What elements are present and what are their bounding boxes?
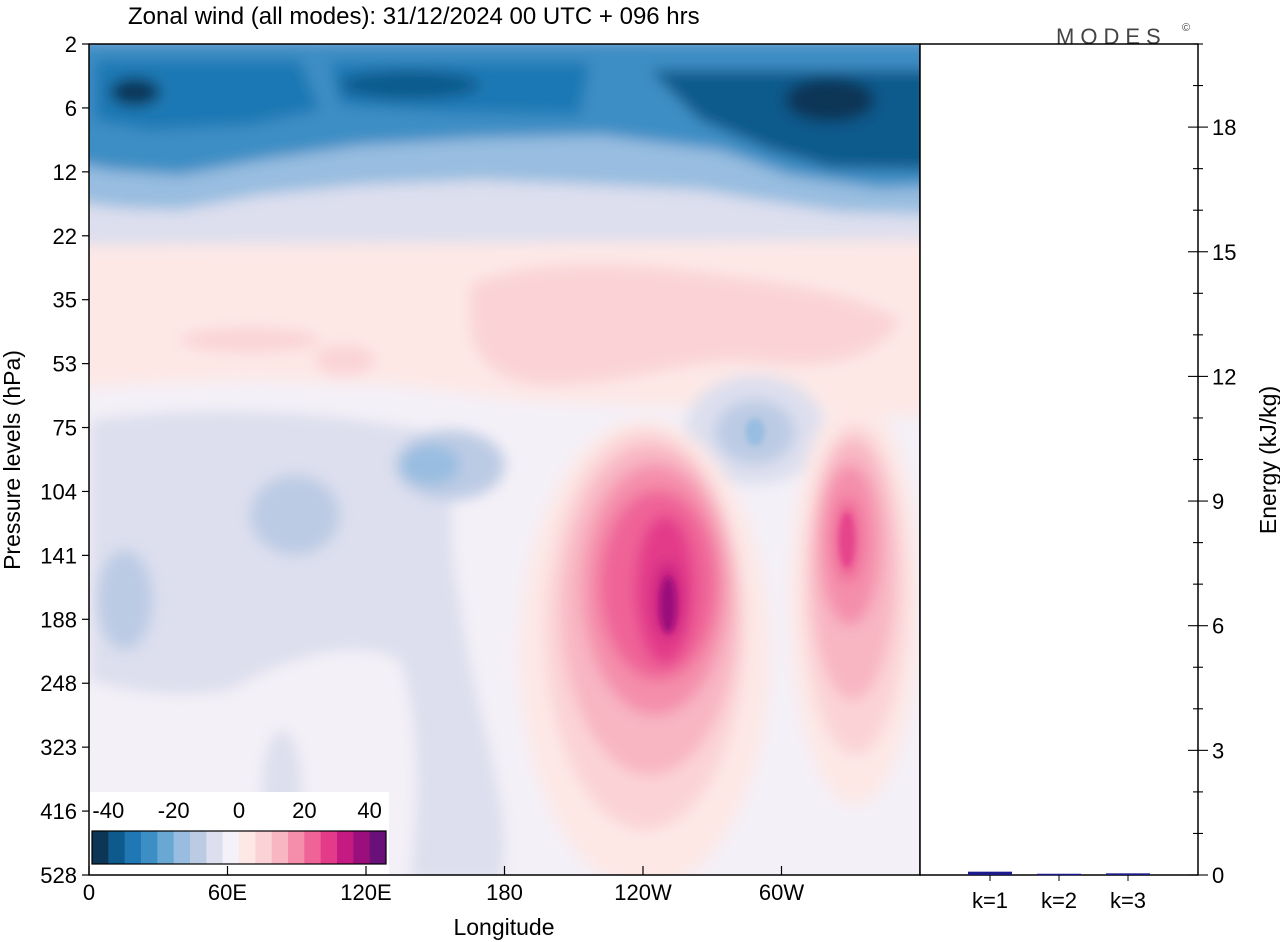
contour-easterly-min-west [110, 78, 160, 106]
contour-lower-easterly-patch-d [400, 445, 460, 485]
x-tick-label: 180 [486, 880, 523, 905]
colorbar-swatch [271, 831, 289, 864]
energy-bar [1106, 873, 1150, 875]
contour-easterly-min-center [340, 71, 480, 99]
energy-category-label: k=3 [1110, 888, 1146, 913]
y-tick-label: 188 [40, 607, 77, 632]
x-tick-label: 0 [83, 880, 95, 905]
y-tick-label: 141 [40, 543, 77, 568]
y-tick-label: 528 [40, 863, 77, 888]
colorbar-tick-label: 20 [292, 798, 316, 823]
colorbar-swatch [190, 831, 207, 864]
contour-easterly-band-core-west [95, 60, 320, 130]
colorbar-swatch [157, 831, 175, 864]
colorbar-swatch [222, 831, 240, 864]
energy-bar [1037, 873, 1081, 876]
contour-core-45w-max [839, 512, 855, 568]
y-axis-label: Pressure levels (hPa) [0, 350, 25, 570]
colorbar-swatch [288, 831, 305, 864]
contour-weak-westerly-core [470, 264, 900, 386]
x-tick-label: 60W [759, 880, 804, 905]
energy-tick-label: 3 [1212, 738, 1224, 763]
colorbar-swatch [173, 831, 191, 864]
x-tick-label: 120E [340, 880, 391, 905]
energy-tick-label: 0 [1212, 863, 1224, 888]
colorbar-swatches [92, 831, 387, 864]
colorbar-swatch [141, 831, 158, 864]
heatmap-axes: 0 60E 120E 180 120W 60W 2 6 12 22 35 53 75 104 141 188 2… [40, 32, 804, 905]
x-tick-label: 120W [614, 880, 672, 905]
colorbar-swatch [255, 831, 273, 864]
colorbar-tick-label: -40 [92, 798, 124, 823]
energy-tick-label: 9 [1212, 489, 1224, 514]
contour-lower-easterly-west [90, 411, 505, 875]
zonal-wind-heatmap: -40 -20 0 20 40 [89, 44, 920, 875]
colorbar-tick-label: 40 [357, 798, 381, 823]
y-tick-label: 416 [40, 799, 77, 824]
energy-bar [968, 871, 1012, 875]
y-tick-label: 248 [40, 671, 77, 696]
heatmap-field [89, 44, 920, 875]
colorbar: -40 -20 0 20 40 [89, 792, 389, 875]
heatmap-detail [660, 418, 855, 633]
colorbar-tick-label: -20 [158, 798, 190, 823]
energy-tick-label: 6 [1212, 614, 1224, 639]
energy-panel-frame [919, 43, 1199, 876]
y-tick-label: 22 [53, 224, 77, 249]
colorbar-swatch [337, 831, 354, 864]
colorbar-swatch [353, 831, 371, 864]
colorbar-labels: -40 -20 0 20 40 [92, 798, 381, 823]
colorbar-swatch [369, 831, 387, 864]
contour-easterly-min-east [785, 78, 875, 122]
colorbar-swatch [239, 831, 256, 864]
y-tick-label: 53 [53, 352, 77, 377]
colorbar-swatch [124, 831, 142, 864]
x-tick-label: 60E [208, 880, 247, 905]
y-tick-label: 6 [65, 96, 77, 121]
energy-tick-label: 15 [1212, 240, 1236, 265]
contour-lower-easterly-patch-a [97, 550, 153, 650]
contour-lower-easterly-patch-b [250, 475, 340, 555]
y-tick-label: 12 [53, 160, 77, 185]
y-tick-label: 2 [65, 32, 77, 57]
energy-category-label: k=2 [1041, 888, 1077, 913]
y-tick-label: 323 [40, 735, 77, 760]
y-tick-label: 75 [53, 416, 77, 441]
contour-core-120w-max [660, 577, 676, 633]
energy-tick-label: 18 [1212, 115, 1236, 140]
contour-weak-westerly-patch-center [315, 345, 375, 375]
colorbar-swatch [320, 831, 338, 864]
colorbar-swatch [206, 831, 224, 864]
energy-category-label: k=1 [972, 888, 1008, 913]
colorbar-swatch [92, 831, 109, 864]
chart-title: Zonal wind (all modes): 31/12/2024 00 UT… [128, 3, 700, 30]
colorbar-swatch [304, 831, 322, 864]
energy-axis-label: Energy (kJ/kg) [1255, 386, 1280, 534]
energy-bar-panel: k=1 k=2 k=3 0 3 6 9 12 15 18 [919, 43, 1236, 913]
y-tick-label: 35 [53, 288, 77, 313]
y-tick-label: 104 [40, 479, 77, 504]
colorbar-border [91, 830, 387, 865]
colorbar-tick-label: 0 [233, 798, 245, 823]
brand-copyright-mark: © [1182, 22, 1190, 34]
energy-tick-label: 12 [1212, 364, 1236, 389]
x-axis-label: Longitude [453, 914, 554, 940]
contour-easterly-detail [745, 418, 765, 446]
colorbar-swatch [108, 831, 126, 864]
energy-axis: 0 3 6 9 12 15 18 [1188, 43, 1236, 888]
contour-weak-westerly-patch-west [180, 328, 320, 352]
energy-bars: k=1 k=2 k=3 [968, 871, 1150, 913]
